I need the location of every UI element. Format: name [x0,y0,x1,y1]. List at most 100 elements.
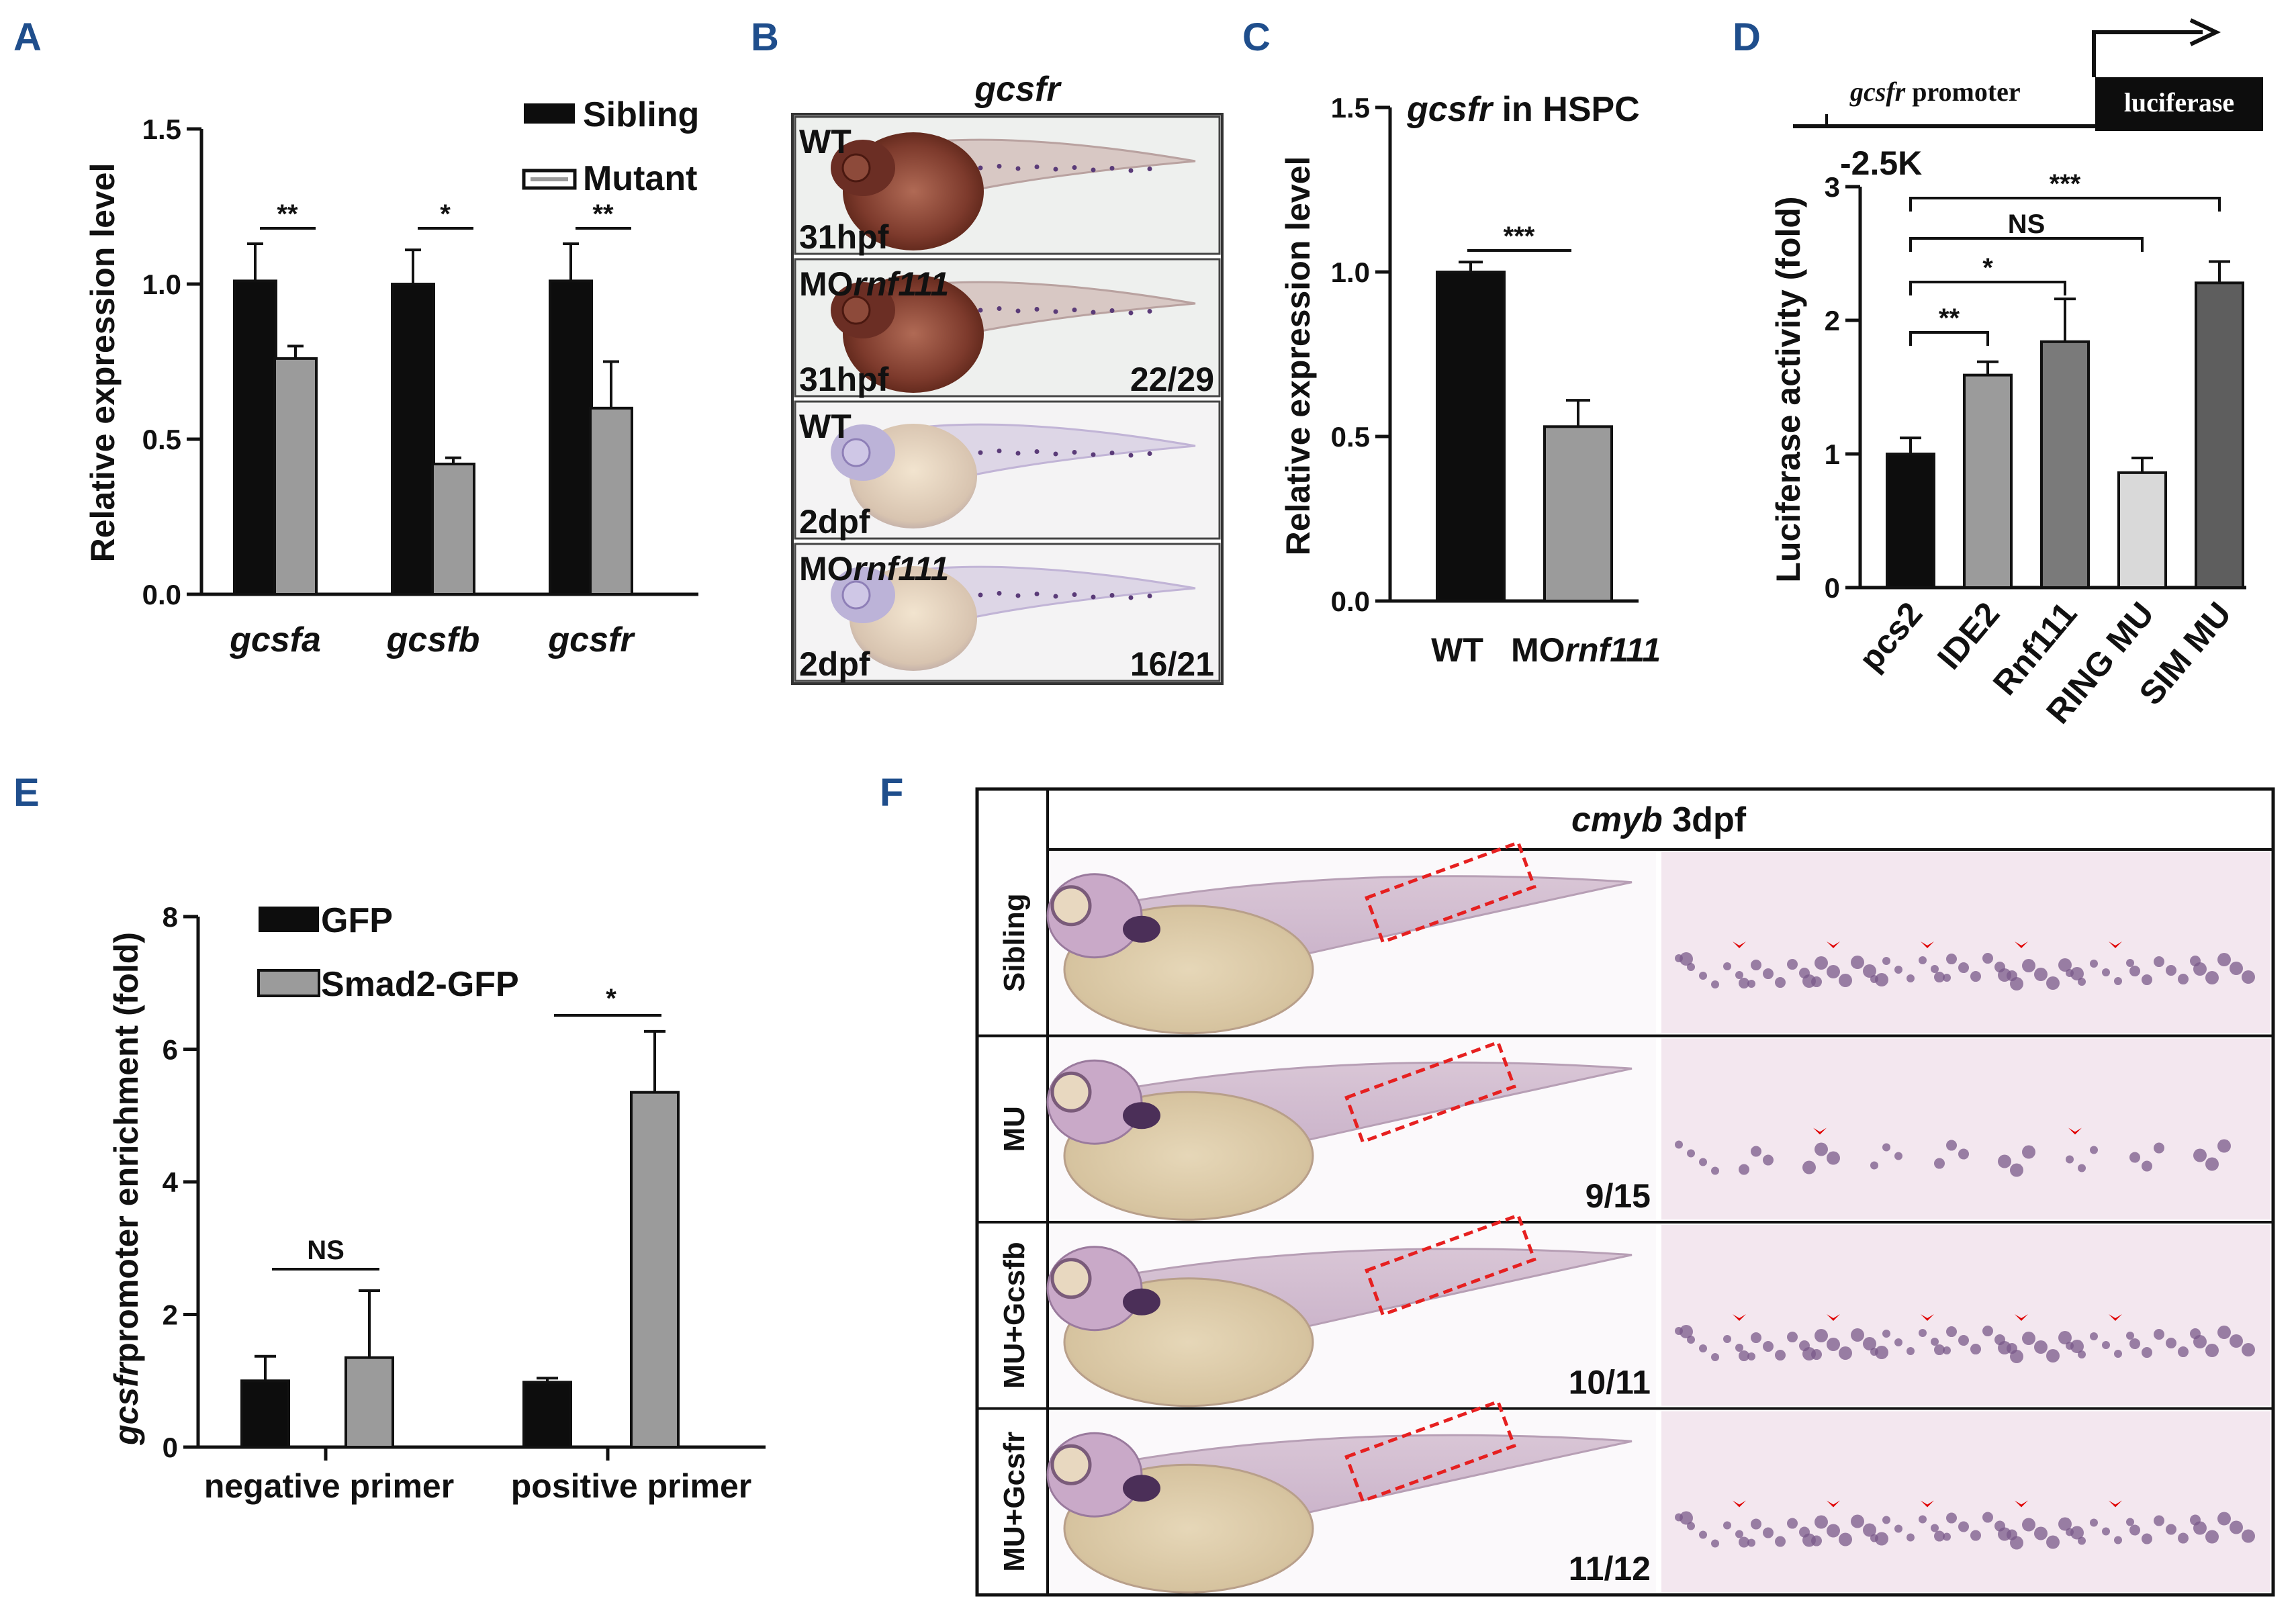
y-axis-label-part: promoter enrichment (fold) [107,932,145,1363]
stain-dot [997,164,1002,169]
embryo-eye [841,295,871,325]
zoom-stain-dot [2166,1524,2176,1535]
stain-dot [1109,166,1115,171]
zoom-stain-dot [1870,1161,1878,1170]
tss-arrow [2092,30,2203,77]
zoom-stain-dot [1934,1530,1945,1542]
embryo-eye [841,153,871,183]
legend-label-smad2: Smad2-GFP [321,965,519,1004]
red-arrow [1827,941,1840,949]
y-tick-label: 2 [163,1299,178,1331]
zoom-stain-dot [1787,1332,1798,1343]
bar-sim-mu [2195,281,2244,589]
y-tick-label: 1.0 [1331,257,1370,288]
zoom-stain-dot [2126,1332,2134,1340]
ish-genotype-label-part: WT [799,408,852,445]
zoom-stain-dot [1739,1164,1749,1175]
zoom-stain-dot [2190,1328,2201,1340]
zoom-stain-dot [2046,1535,2060,1549]
panel-letter-f: F [880,771,903,815]
zoom-stain-dot [2114,1536,2122,1544]
sig-label: * [606,984,616,1013]
red-arrow [2015,1500,2028,1508]
zoom-stain-dot [2142,1347,2152,1358]
zoom-stain-dot [2205,1344,2219,1358]
chart-c: 0.0 0.5 1.0 1.5 *** gcsfr in HSPC WT MOrnf111 Re… [1279,90,1661,669]
legend-label-sibling: Sibling [583,95,699,134]
chart-c-title-part: gcsfr [1406,90,1494,129]
zoom-stain-dot [1799,1526,1810,1538]
panel-letter-b: B [751,15,779,59]
red-arrow [1827,1500,1840,1508]
zoom-stain-dot [1919,956,1927,965]
stain-dot [1109,593,1115,598]
zoom-stain-dot [1775,1350,1786,1361]
embryo-eye [841,438,871,467]
zoom-stain-dot [1982,953,1993,964]
bar-smad2-gfp-1 [630,1091,680,1448]
zoom-stain-dot [1882,1330,1890,1338]
zoom-stain-dot [1970,1344,1981,1355]
bar-gfp-0 [240,1379,290,1448]
sig-label: ** [1939,304,1960,333]
ish-genotype-label-part: MO [799,265,854,303]
red-arrow [2109,1314,2122,1322]
zoom-stain-dot [2022,1518,2035,1532]
zoom-stain-dot [2007,970,2017,982]
zoom-stain-dot [2058,958,2072,972]
ish-count-label: 22/29 [1130,361,1214,398]
zoom-stain-dot [2242,1343,2255,1357]
zoom-stain-dot [1735,1344,1743,1352]
zoom-stain-dot [1711,1166,1719,1175]
panel-f-row-label: MU [998,1106,1031,1152]
region-box [1344,1040,1516,1144]
zoom-stain-dot [2022,1332,2035,1346]
zoom-stain-dot [1894,1524,1902,1533]
zoom-stain-dot [1699,1344,1707,1353]
stain-dot [978,592,983,598]
panel-b-title: gcsfr [974,70,1062,109]
y-tick-label: 0.0 [1331,586,1370,617]
panel-f-title: cmyb 3dpf [1571,800,1747,839]
sig-label: *** [1504,222,1535,251]
red-arrow [1921,941,1934,949]
zoom-stain-dot [2058,1517,2072,1531]
y-tick-label: 0.0 [142,579,181,610]
category-label-gcsfr: gcsfr [547,620,635,659]
red-arrow [1921,1314,1934,1322]
y-tick-label: 0.5 [142,424,181,455]
zoom-stain-dot [1919,1515,1927,1524]
y-axis-label-part: gcsfr [107,1361,145,1446]
stain-dot [997,449,1002,453]
stain-dot [978,450,983,455]
zoom-stain-dot [1735,971,1743,980]
zoom-stain-dot [2102,968,2110,977]
panel-f-count-label: 11/12 [1569,1550,1651,1587]
zoom-stain-dot [2034,1340,2048,1354]
zoom-stain-dot [2126,1518,2134,1526]
sig-label: * [440,199,451,229]
embryo-stain [1123,1102,1160,1129]
chart-e: 0 2 4 6 8 negative primer positive primer NS * GF… [107,901,766,1505]
promoter-label-part: gcsfr [1849,77,1906,107]
stain-dot [1091,452,1096,457]
zoom-stain-dot [1970,971,1981,982]
category-label-gcsfa: gcsfa [229,620,321,659]
y-axis-label: Relative expression level [84,163,122,563]
ish-stage-label: 31hpf [799,218,889,256]
y-tick-label: 0.5 [1331,421,1370,453]
zoom-stain-dot [1827,1338,1840,1352]
zoom-stain-dot [2034,968,2048,982]
zoom-stain-dot [2129,966,2140,977]
zoom-stain-dot [1882,1143,1890,1152]
zoom-stain-dot [1747,1352,1755,1361]
zoom-stain-dot [2154,1329,2164,1340]
red-arrow [1921,1500,1934,1508]
promoter-label: gcsfr promoter [1849,77,2021,107]
zoom-stain-dot [1799,1340,1810,1352]
panel-letters: A B C D E F [13,15,1761,815]
zoom-stain-dot [1680,1325,1693,1339]
y-tick-label: 1.5 [142,113,181,145]
